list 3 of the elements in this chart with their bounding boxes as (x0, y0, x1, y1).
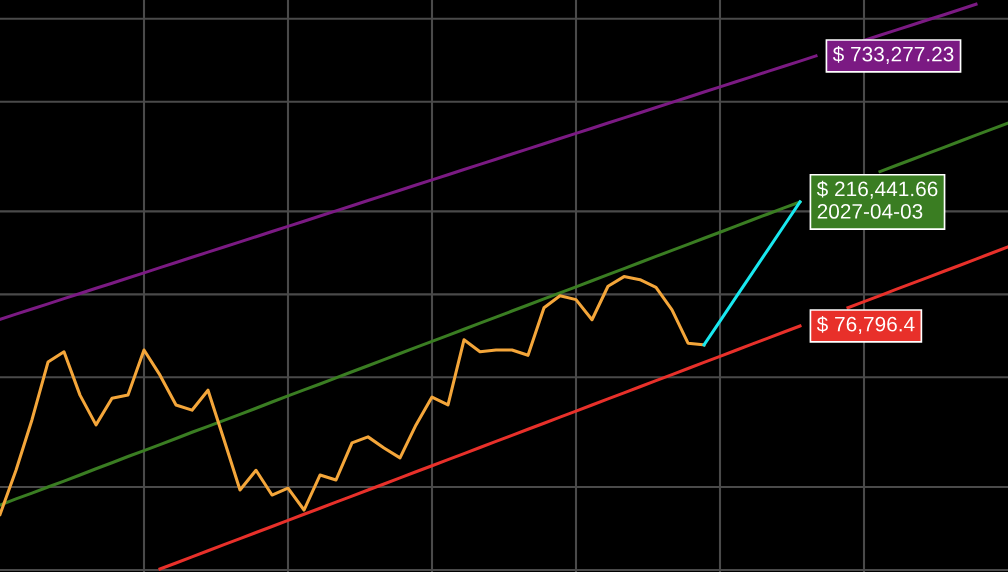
data-label: $ 733,277.23 (832, 45, 954, 64)
data-label: $ 76,796.4 (816, 315, 915, 335)
data-label: $ 216,441.66 2027-04-03 (816, 180, 938, 219)
